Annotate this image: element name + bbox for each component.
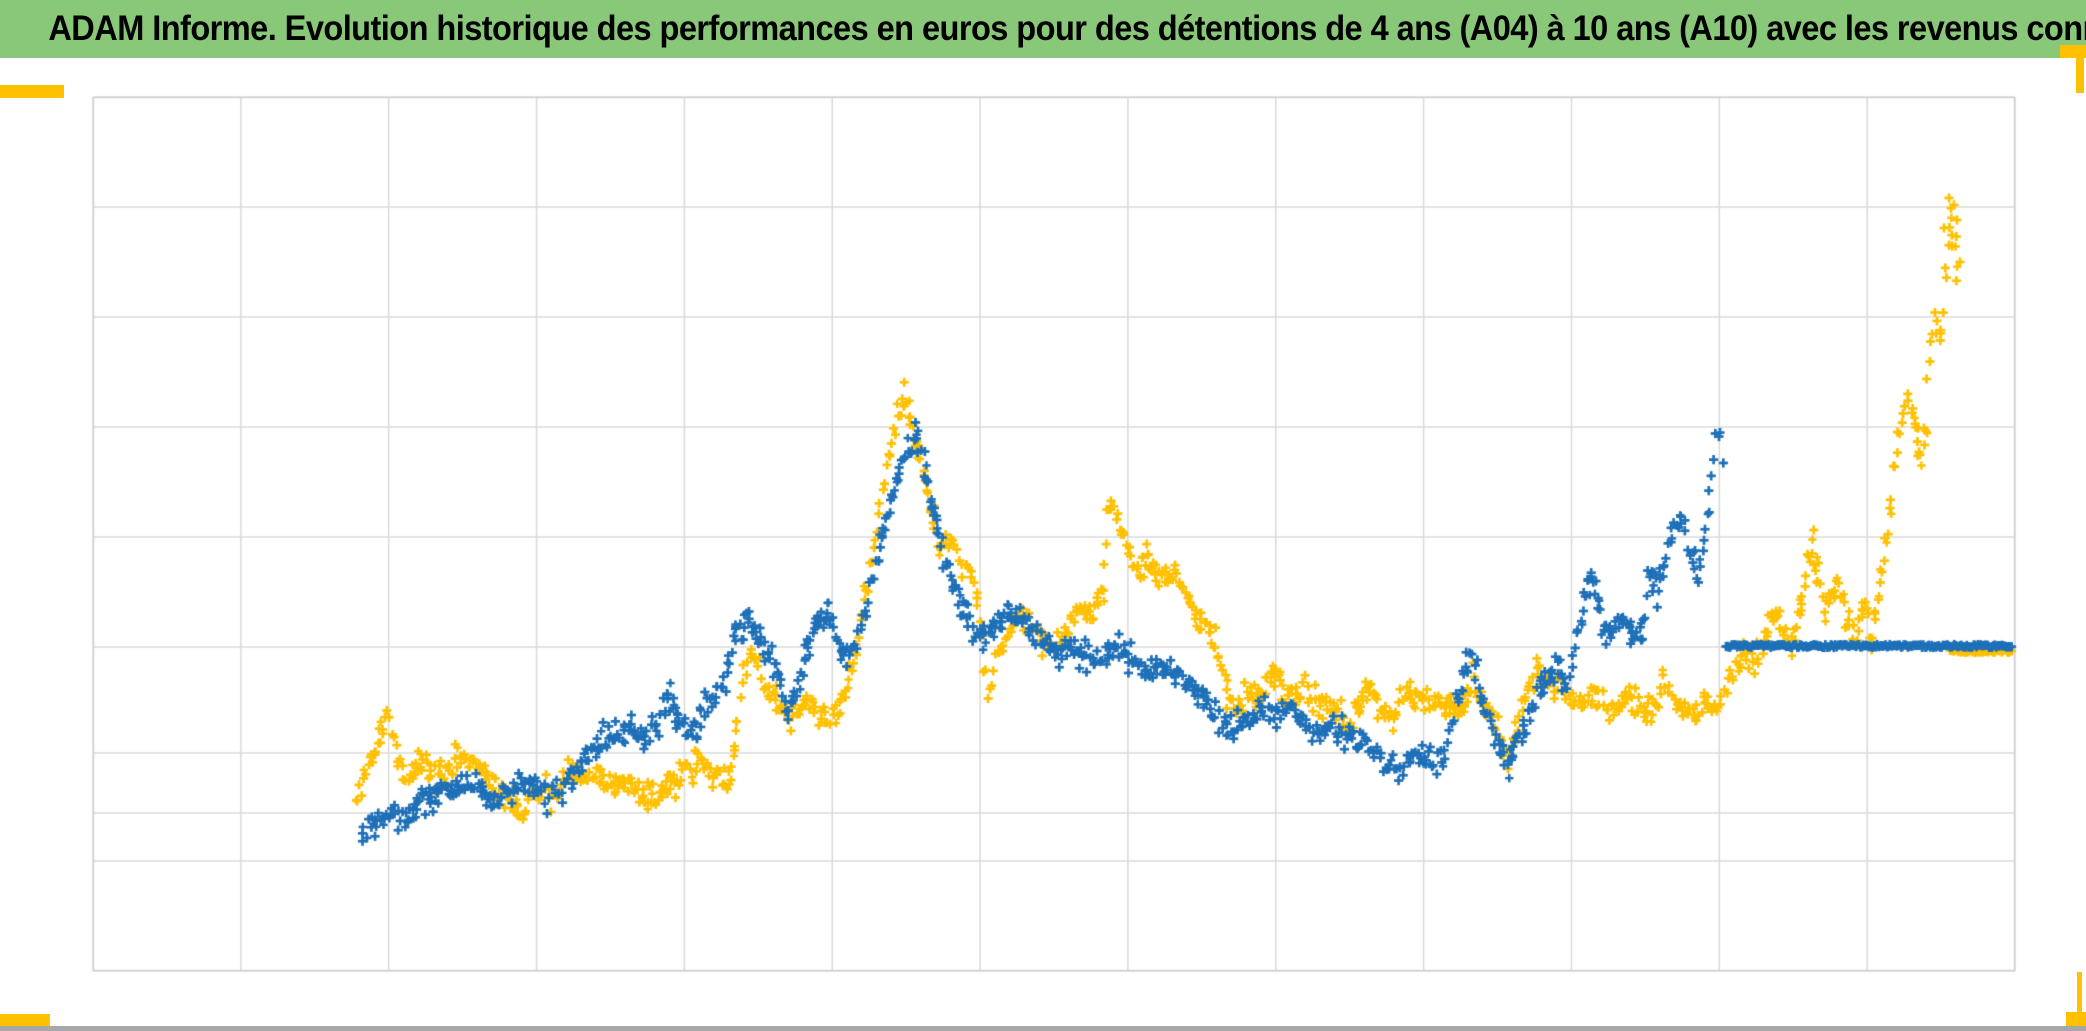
performance-scatter-chart[interactable] [0, 0, 2086, 1031]
spreadsheet-chart-object[interactable]: ADAM Informe. Evolution historique des p… [0, 0, 2086, 1031]
